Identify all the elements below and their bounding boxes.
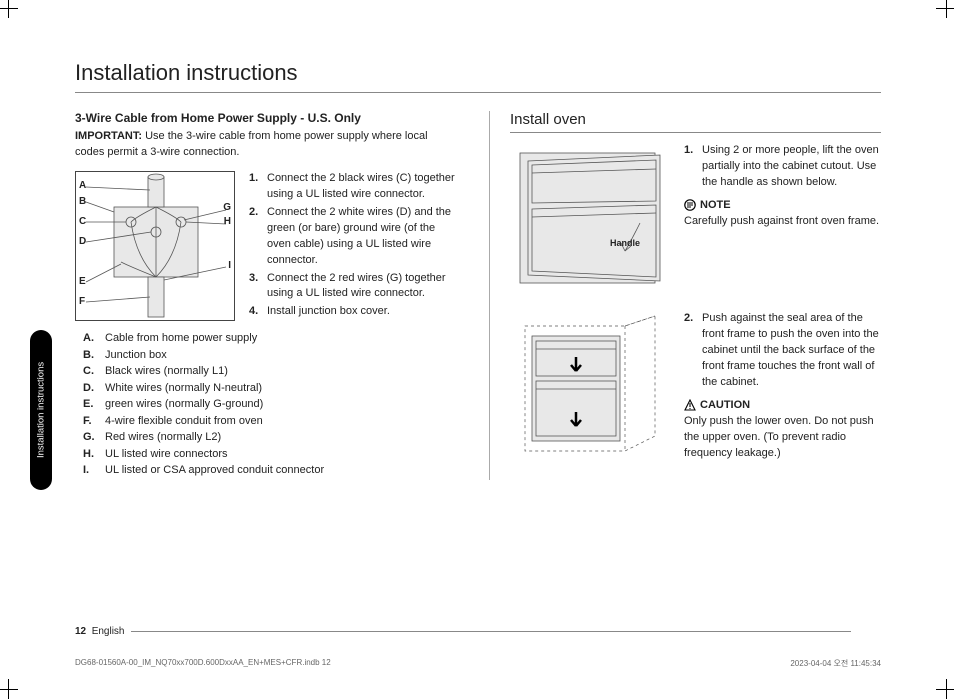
note-label: NOTE <box>700 199 731 211</box>
step-num: 3. <box>249 271 267 303</box>
caution-text: Only push the lower oven. Do not push th… <box>684 414 881 462</box>
oven-figure-1: Handle <box>510 143 670 293</box>
meta-file: DG68-01560A-00_IM_NQ70xx700D.600DxxAA_EN… <box>75 658 331 669</box>
diag-d: D <box>79 236 86 247</box>
legend-letter: C. <box>83 363 105 380</box>
legend-letter: I. <box>83 462 105 479</box>
important-block: IMPORTANT: Use the 3-wire cable from hom… <box>75 129 457 161</box>
meta-timestamp: 2023-04-04 오전 11:45:34 <box>790 658 881 669</box>
step-text: Install junction box cover. <box>267 304 390 320</box>
diag-a: A <box>79 180 86 191</box>
step-num: 2. <box>249 205 267 269</box>
step-text: Connect the 2 white wires (D) and the gr… <box>267 205 457 269</box>
legend-text: Junction box <box>105 347 167 364</box>
caution-icon <box>684 399 696 411</box>
step-text: Connect the 2 red wires (G) together usi… <box>267 271 457 303</box>
step-text: Using 2 or more people, lift the oven pa… <box>702 143 881 191</box>
legend-text: Cable from home power supply <box>105 330 257 347</box>
step-num: 2. <box>684 311 702 391</box>
step-num: 1. <box>684 143 702 191</box>
oven-figure-2 <box>510 311 670 461</box>
diag-f: F <box>79 296 85 307</box>
diag-c: C <box>79 216 86 227</box>
page-number: 12 <box>75 626 86 637</box>
handle-label: Handle <box>610 238 640 248</box>
diag-i: I <box>228 260 231 271</box>
side-tab: Installation instructions <box>30 330 52 490</box>
diag-e: E <box>79 276 86 287</box>
step-text: Push against the seal area of the front … <box>702 311 881 391</box>
right-column: Install oven Handle <box>489 111 881 480</box>
wire-steps: 1.Connect the 2 black wires (C) together… <box>249 171 457 322</box>
note-text: Carefully push against front oven frame. <box>684 214 881 230</box>
legend-text: Red wires (normally L2) <box>105 429 221 446</box>
wiring-diagram: A B C D E F G H I <box>75 171 235 321</box>
step-text: Connect the 2 black wires (C) together u… <box>267 171 457 203</box>
legend-text: green wires (normally G-ground) <box>105 396 263 413</box>
legend-text: Black wires (normally L1) <box>105 363 228 380</box>
diag-b: B <box>79 196 86 207</box>
legend-letter: H. <box>83 446 105 463</box>
wire-heading: 3-Wire Cable from Home Power Supply - U.… <box>75 111 457 125</box>
legend-letter: D. <box>83 380 105 397</box>
left-column: 3-Wire Cable from Home Power Supply - U.… <box>75 111 457 480</box>
legend: A.Cable from home power supply B.Junctio… <box>83 330 457 479</box>
legend-text: White wires (normally N-neutral) <box>105 380 262 397</box>
step-num: 1. <box>249 171 267 203</box>
legend-letter: A. <box>83 330 105 347</box>
legend-text: UL listed wire connectors <box>105 446 227 463</box>
legend-letter: B. <box>83 347 105 364</box>
page-footer: 12 English <box>75 626 851 637</box>
legend-text: UL listed or CSA approved conduit connec… <box>105 462 324 479</box>
diag-h: H <box>224 216 231 227</box>
legend-text: 4-wire flexible conduit from oven <box>105 413 263 430</box>
page-title: Installation instructions <box>75 60 881 93</box>
note-icon <box>684 199 696 211</box>
legend-letter: E. <box>83 396 105 413</box>
install-oven-heading: Install oven <box>510 111 881 133</box>
legend-letter: F. <box>83 413 105 430</box>
step-num: 4. <box>249 304 267 320</box>
diag-g: G <box>223 202 231 213</box>
important-label: IMPORTANT: <box>75 130 142 142</box>
note-heading: NOTE <box>684 199 881 211</box>
caution-heading: CAUTION <box>684 399 881 411</box>
print-metadata: DG68-01560A-00_IM_NQ70xx700D.600DxxAA_EN… <box>75 658 881 669</box>
page-lang: English <box>92 626 125 637</box>
legend-letter: G. <box>83 429 105 446</box>
caution-label: CAUTION <box>700 399 750 411</box>
